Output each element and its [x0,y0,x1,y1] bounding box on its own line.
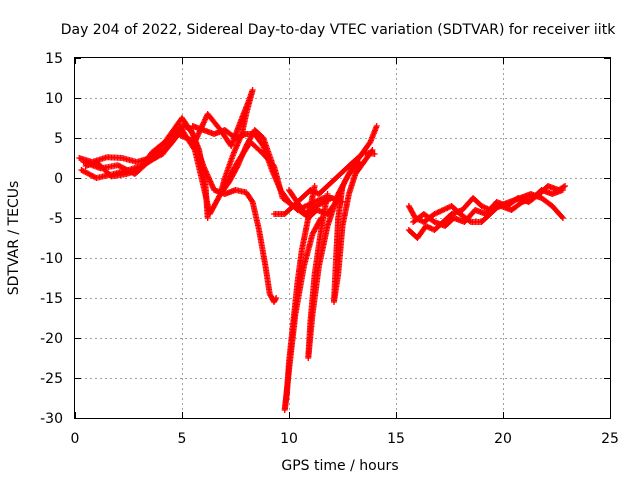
axis-ticks: 0 5 10 15 20 25 15 10 5 0 -5 -10 -15 -20 -25 -30 [40,51,619,447]
x-tick-label: 25 [601,431,619,447]
data-point-marker [317,216,324,223]
y-tick-label: 0 [54,171,63,187]
data-point-marker [369,147,376,153]
series-7 [271,149,378,217]
data-point-marker [318,215,325,221]
x-tick-label: 20 [494,431,512,447]
x-axis-label: GPS time / hours [281,458,398,474]
y-tick-label: 15 [45,51,63,67]
data-point-marker [562,183,569,189]
y-axis-label: SDTVAR / TECUs [6,181,22,296]
x-tick-label: 0 [71,431,80,447]
data-series [76,87,569,413]
data-point-marker [248,197,255,204]
y-tick-label: -30 [40,411,63,427]
series-13 [410,183,569,229]
data-point-marker [356,159,363,165]
data-point-marker [233,164,240,171]
data-point-marker [368,148,375,155]
y-tick-label: 10 [45,91,63,107]
data-point-marker [204,215,211,221]
y-tick-label: -5 [49,211,63,227]
data-point-marker [272,296,279,303]
series-8 [330,147,376,305]
data-point-marker [373,123,380,129]
chart-title: Day 204 of 2022, Sidereal Day-to-day VTE… [61,22,616,38]
y-tick-label: -15 [40,291,63,307]
series-10 [281,183,325,413]
x-tick-label: 5 [178,431,187,447]
data-point-marker [558,213,565,220]
y-tick-label: -25 [40,371,63,387]
data-point-marker [559,215,566,221]
data-point-marker [355,160,362,167]
y-tick-label: -10 [40,251,63,267]
data-point-marker [273,295,280,301]
y-tick-label: -20 [40,331,63,347]
y-tick-label: 5 [54,131,63,147]
x-tick-label: 10 [280,431,298,447]
plot-area-border [74,57,611,419]
grid-lines [75,58,610,418]
data-point-marker [188,129,195,136]
series-5 [189,123,335,213]
x-tick-label: 15 [387,431,405,447]
data-point-marker [560,183,567,190]
